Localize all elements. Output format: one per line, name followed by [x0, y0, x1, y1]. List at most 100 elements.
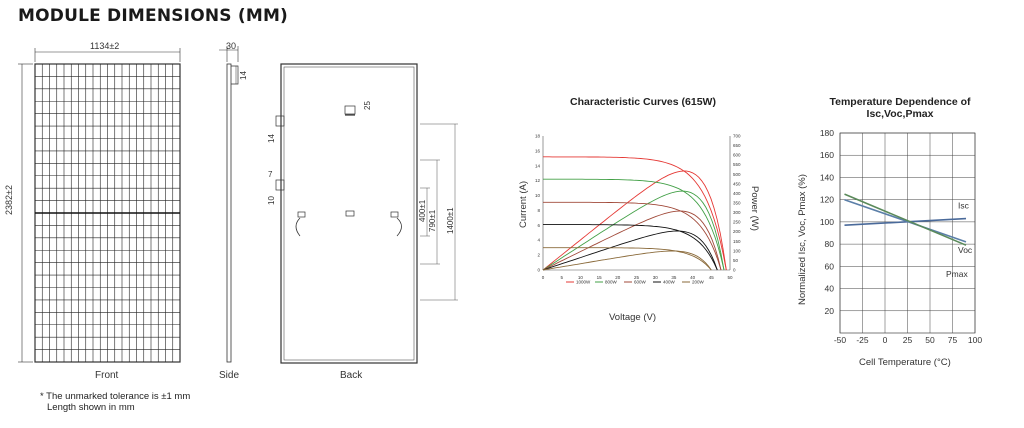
side-view: [219, 46, 239, 363]
chart2-ytick-label: 60: [825, 261, 835, 271]
chart1-y2tick-label: 50: [733, 258, 739, 263]
chart1-title: Characteristic Curves (615W): [570, 96, 716, 108]
chart2-xtick-label: -25: [856, 335, 869, 345]
back-dim-7: 7: [268, 170, 273, 179]
chart1-y2tick-label: 550: [733, 162, 741, 167]
back-dim-14: 14: [267, 134, 276, 143]
chart2-ytick-label: 120: [820, 195, 834, 205]
chart2-title: Temperature Dependence of Isc,Voc,Pmax: [829, 96, 971, 120]
chart1-pv-series-line: [542, 230, 718, 271]
chart1-y2tick-label: 0: [733, 268, 736, 273]
tolerance-note: * The unmarked tolerance is ±1 mm Length…: [40, 391, 190, 413]
chart1-y2tick-label: 250: [733, 220, 741, 225]
chart1-pv-series-line: [542, 170, 727, 271]
chart1-y2label: Power (W): [749, 186, 760, 231]
chart2-ytick-label: 20: [825, 306, 835, 316]
chart1-iv-series-line: [543, 156, 727, 271]
chart2-ytick-label: 100: [820, 217, 834, 227]
chart2-series-label: Isc: [958, 201, 970, 211]
back-dim-1400: 1400±1: [446, 207, 455, 234]
chart1-legend-label: 800W: [605, 280, 618, 285]
chart2-xtick-label: 75: [948, 335, 958, 345]
chart1-pv-series-line: [542, 250, 712, 271]
back-dim-10: 10: [267, 196, 276, 205]
chart2-xtick-label: 50: [925, 335, 935, 345]
chart1-legend-label: 600W: [634, 280, 647, 285]
tolerance-note-line1: * The unmarked tolerance is ±1 mm: [40, 391, 191, 402]
chart1-xtick-label: 5: [560, 275, 563, 280]
chart1-ytick-label: 6: [537, 223, 540, 228]
tolerance-note-line2: Length shown in mm: [47, 402, 135, 413]
chart1-iv-series-line: [543, 178, 725, 271]
front-view: [18, 48, 181, 363]
chart2-series-line: [844, 217, 967, 226]
chart1-xtick-label: 30: [653, 275, 659, 280]
chart2-series-label: Pmax: [946, 269, 968, 279]
chart2-series-line: [844, 193, 967, 246]
chart1-iv-series-line: [543, 201, 722, 271]
chart1-ytick-label: 10: [535, 193, 541, 198]
chart2-ytick-label: 160: [820, 150, 834, 160]
chart1-xtick-label: 45: [709, 275, 715, 280]
chart1-legend-label: 200W: [692, 280, 705, 285]
chart1-xtick-label: 35: [671, 275, 677, 280]
front-width-label: 1134±2: [90, 41, 120, 51]
back-frame-inner: [283, 66, 415, 361]
chart2-xtick-label: 0: [883, 335, 888, 345]
side-small-label: 14: [239, 71, 248, 80]
chart2-xtick-label: 100: [968, 335, 982, 345]
chart1-pv-series-line: [542, 190, 725, 271]
chart1-y2tick-label: 700: [733, 134, 741, 139]
chart1-xtick-label: 25: [634, 275, 640, 280]
chart1-ytick-label: 12: [535, 178, 541, 183]
side-frame: [226, 63, 232, 363]
front-caption: Front: [95, 370, 119, 381]
side-thickness-label: 30: [226, 41, 237, 51]
chart1-y2tick-label: 100: [733, 248, 741, 253]
chart2-ylabel: Normalized Isc, Voc, Pmax (%): [797, 174, 808, 305]
chart1-xtick-label: 20: [615, 275, 621, 280]
back-frame-outer: [280, 63, 418, 364]
chart1-xlabel: Voltage (V): [609, 312, 656, 323]
chart1-xtick-label: 15: [597, 275, 603, 280]
chart1-y2tick-label: 600: [733, 153, 741, 158]
chart2-ytick-label: 180: [820, 128, 834, 138]
chart1-iv-series-line: [543, 247, 712, 271]
chart1-ytick-label: 2: [537, 253, 540, 258]
side-caption: Side: [219, 370, 240, 381]
back-dim-790: 790±1: [428, 209, 437, 232]
chart1-ytick-label: 0: [537, 268, 540, 273]
chart2-xlabel: Cell Temperature (°C): [859, 357, 951, 368]
chart2-xtick-label: -50: [834, 335, 847, 345]
chart1-ytick-label: 8: [537, 208, 540, 213]
chart1-y2tick-label: 500: [733, 172, 741, 177]
chart1-ytick-label: 4: [537, 238, 540, 243]
chart1-xtick-label: 50: [727, 275, 733, 280]
back-caption: Back: [340, 370, 363, 381]
temperature-dependence-chart: -50 -25 0 25 50 75 100 20 40 60 80 100 120 140 160 180 I…: [820, 128, 983, 345]
chart1-y2tick-label: 400: [733, 191, 741, 196]
back-dim-25: 25: [363, 101, 372, 110]
chart1-iv-series-line: [543, 224, 718, 271]
chart1-ytick-label: 18: [535, 134, 541, 139]
chart1-y2tick-label: 450: [733, 181, 741, 186]
chart1-pv-series-line: [542, 210, 722, 271]
back-dim-400: 400±1: [418, 199, 427, 222]
page-title: MODULE DIMENSIONS (MM): [18, 6, 289, 26]
chart1-y2tick-label: 300: [733, 210, 741, 215]
chart1-xtick-label: 0: [542, 275, 545, 280]
chart1-ylabel: Current (A): [518, 181, 529, 228]
chart1-legend-label: 1000W: [576, 280, 591, 285]
chart1-xtick-label: 10: [578, 275, 584, 280]
chart2-series-label: Voc: [958, 245, 973, 255]
characteristic-curves-chart: 0 5 10 15 20 25 30 35 40 45 5002468101214161805010…: [535, 134, 741, 285]
chart1-y2tick-label: 350: [733, 201, 741, 206]
chart1-legend-label: 400W: [663, 280, 676, 285]
chart1-y2tick-label: 650: [733, 143, 741, 148]
chart1-y2tick-label: 200: [733, 229, 741, 234]
chart1-y2tick-label: 150: [733, 239, 741, 244]
chart1-xtick-label: 40: [690, 275, 696, 280]
chart2-series-line: [844, 198, 967, 243]
chart1-ytick-label: 14: [535, 163, 541, 168]
